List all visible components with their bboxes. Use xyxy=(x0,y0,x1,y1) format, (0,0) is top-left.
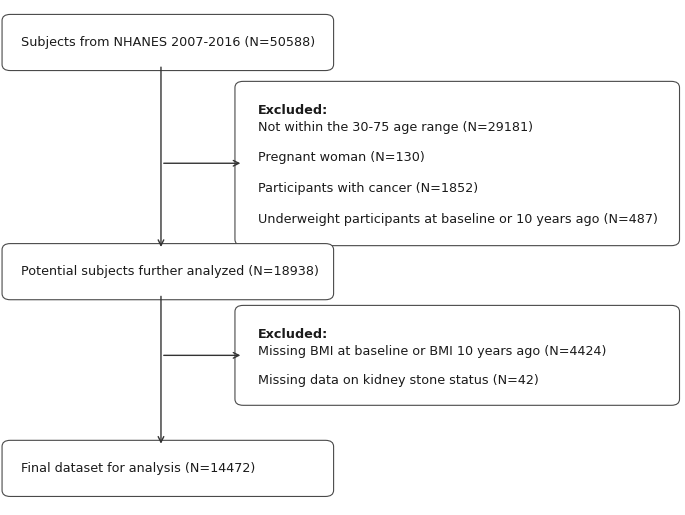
FancyBboxPatch shape xyxy=(235,305,680,405)
FancyBboxPatch shape xyxy=(235,81,680,246)
Text: Pregnant woman (N=130): Pregnant woman (N=130) xyxy=(258,151,425,164)
Text: Subjects from NHANES 2007-2016 (N=50588): Subjects from NHANES 2007-2016 (N=50588) xyxy=(21,36,314,49)
FancyBboxPatch shape xyxy=(2,14,334,71)
Text: Potential subjects further analyzed (N=18938): Potential subjects further analyzed (N=1… xyxy=(21,265,319,278)
Text: Missing data on kidney stone status (N=42): Missing data on kidney stone status (N=4… xyxy=(258,374,539,387)
Text: Missing BMI at baseline or BMI 10 years ago (N=4424): Missing BMI at baseline or BMI 10 years … xyxy=(258,345,607,357)
Text: Underweight participants at baseline or 10 years ago (N=487): Underweight participants at baseline or … xyxy=(258,213,658,226)
Text: Participants with cancer (N=1852): Participants with cancer (N=1852) xyxy=(258,182,478,195)
Text: Excluded:: Excluded: xyxy=(258,328,329,341)
Text: Excluded:: Excluded: xyxy=(258,104,329,117)
Text: Final dataset for analysis (N=14472): Final dataset for analysis (N=14472) xyxy=(21,462,255,475)
FancyBboxPatch shape xyxy=(2,244,334,300)
Text: Not within the 30-75 age range (N=29181): Not within the 30-75 age range (N=29181) xyxy=(258,121,533,133)
FancyBboxPatch shape xyxy=(2,440,334,496)
